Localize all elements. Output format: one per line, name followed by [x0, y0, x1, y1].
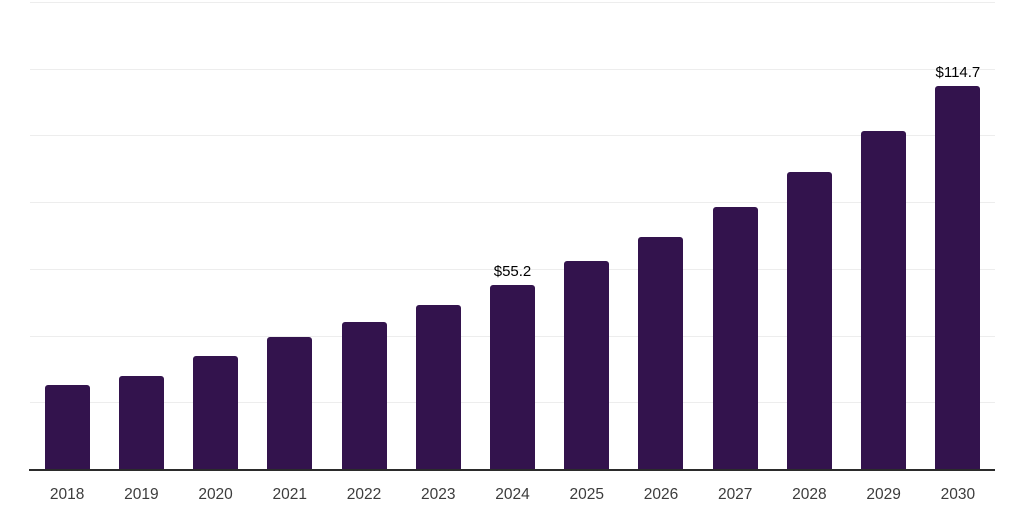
bar-2027 — [712, 207, 758, 469]
gridline-140 — [30, 2, 995, 3]
bar-2019 — [118, 375, 164, 469]
bar-2020 — [193, 355, 239, 469]
bar-2030 — [935, 86, 981, 469]
gridline-100 — [30, 135, 995, 137]
x-tick-label-2026: 2026 — [643, 486, 679, 503]
bar-2021 — [267, 336, 313, 469]
x-tick-label-2022: 2022 — [346, 486, 382, 503]
bar-2026 — [638, 236, 684, 469]
bar-2023 — [415, 304, 461, 469]
x-axis-line — [29, 469, 995, 471]
x-tick-label-2025: 2025 — [569, 486, 604, 503]
data-label-2024: $55.2 — [493, 262, 532, 280]
plot-area: $55.2 $114.7 — [30, 2, 995, 469]
x-axis-labels: 2018 2019 2020 2021 2022 2023 2024 2025 2026 2027… — [30, 486, 995, 506]
x-tick-label-2027: 2027 — [717, 486, 753, 503]
x-tick-label-2029: 2029 — [866, 486, 901, 503]
bar-2018 — [44, 385, 90, 469]
bar-2028 — [786, 172, 832, 469]
bar-2025 — [564, 261, 610, 469]
x-tick-label-2020: 2020 — [198, 486, 233, 503]
bar-2022 — [341, 321, 387, 469]
x-tick-label-2023: 2023 — [421, 486, 456, 503]
bar-2024 — [490, 284, 535, 469]
gridline-60 — [30, 268, 995, 270]
gridline-80 — [30, 202, 995, 204]
x-tick-label-2024: 2024 — [495, 486, 530, 503]
data-label-2030: $114.7 — [935, 64, 981, 82]
bar-2029 — [861, 131, 907, 469]
x-tick-label-2021: 2021 — [272, 486, 308, 503]
gridline-120 — [30, 68, 995, 70]
x-tick-label-2028: 2028 — [792, 486, 827, 503]
x-tick-label-2018: 2018 — [49, 486, 85, 503]
x-tick-label-2019: 2019 — [124, 486, 159, 503]
x-tick-label-2030: 2030 — [940, 486, 976, 503]
